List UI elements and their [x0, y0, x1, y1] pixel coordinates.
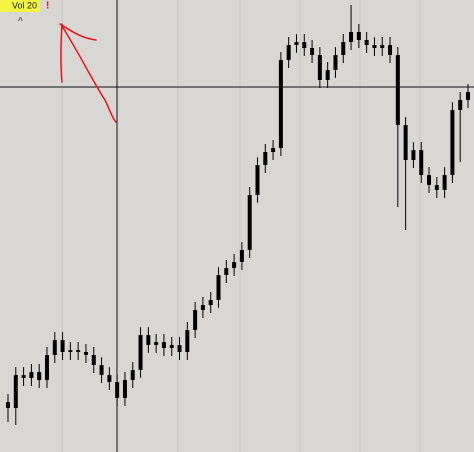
candle-body [263, 152, 268, 165]
candle-body [177, 345, 182, 352]
warning-icon[interactable]: ! [46, 1, 49, 12]
candle-body [224, 268, 229, 275]
candle-body [6, 402, 10, 408]
candle-body [427, 175, 432, 185]
candle-body [91, 355, 96, 365]
candle-body [388, 45, 393, 55]
candles [6, 5, 470, 425]
candle-body [29, 372, 34, 378]
collapse-toggle[interactable]: ^ [18, 17, 23, 28]
candle-body [411, 150, 416, 160]
candle-body [52, 340, 57, 355]
candle-body [200, 305, 205, 310]
candle-body [278, 60, 283, 148]
candle-body [208, 300, 213, 305]
candle-body [107, 375, 112, 382]
candle-body [216, 275, 221, 300]
candle-body [161, 342, 166, 348]
hand-drawn-arrow [59, 23, 117, 123]
candle-body [341, 42, 346, 55]
candle-body [450, 110, 455, 175]
candle-body [302, 42, 307, 48]
candle-body [380, 45, 385, 48]
candle-body [271, 148, 276, 152]
candle-body [122, 380, 127, 398]
candle-body [286, 45, 291, 60]
candle-body [395, 55, 400, 125]
vertical-grid [61, 0, 421, 452]
red-stroke [61, 25, 117, 123]
candle-body [255, 165, 260, 195]
red-stroke [60, 23, 63, 83]
candle-body [60, 340, 65, 352]
candle-body [138, 335, 143, 370]
label-highlight [0, 0, 40, 12]
candle-body [76, 350, 81, 352]
candle-body [442, 175, 447, 190]
candle-body [466, 92, 470, 100]
candle-body [294, 42, 299, 45]
candle-body [21, 375, 26, 378]
candle-body [44, 355, 49, 380]
candle-body [130, 370, 135, 380]
candle-body [99, 365, 104, 375]
candle-body [232, 262, 237, 268]
candle-body [146, 335, 151, 345]
candle-body [403, 125, 408, 160]
candle-body [193, 310, 198, 330]
candle-body [364, 40, 369, 45]
candle-body [419, 150, 424, 175]
candle-body [372, 45, 377, 48]
candle-body [185, 330, 190, 352]
candle-body [434, 185, 439, 190]
candle-body [13, 375, 18, 408]
candle-body [37, 372, 42, 380]
candle-body [169, 345, 174, 348]
candle-body [239, 250, 244, 262]
candle-body [310, 48, 315, 55]
candle-body [333, 55, 338, 70]
candle-body [247, 195, 252, 250]
indicator-label: Vol 20 [12, 0, 37, 10]
candle-body [68, 350, 73, 352]
candle-body [349, 32, 354, 42]
candle-body [317, 55, 322, 80]
candle-body [356, 32, 361, 40]
candle-body [325, 70, 330, 80]
candle-body [83, 352, 88, 355]
candle-body [154, 342, 159, 345]
candle-body [458, 100, 463, 110]
